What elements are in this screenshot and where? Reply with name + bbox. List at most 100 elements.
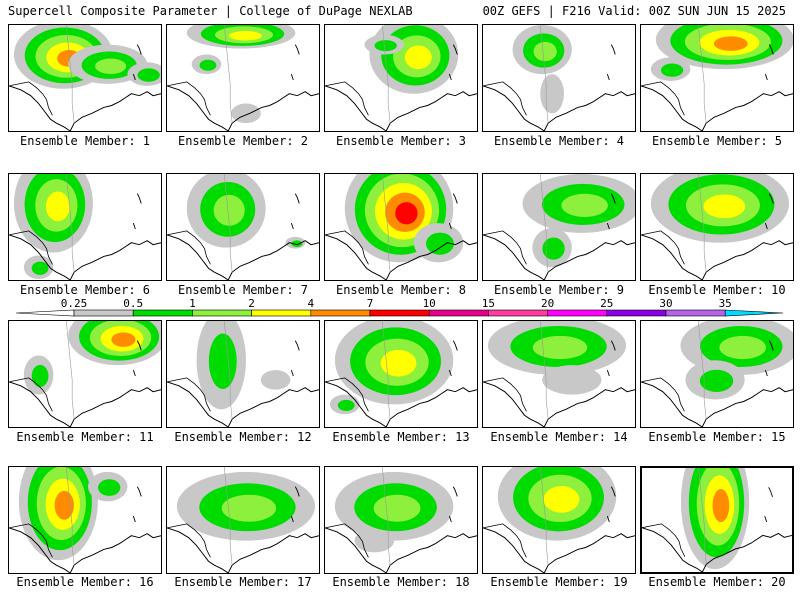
coastline (325, 85, 477, 131)
state-line (764, 193, 774, 230)
ensemble-member-caption: Ensemble Member: 13 (332, 430, 470, 444)
mexico-border (483, 377, 527, 412)
state-line (132, 486, 142, 523)
state-line (697, 25, 707, 124)
scp-contour-fill (380, 349, 417, 377)
ensemble-member-caption: Ensemble Member: 2 (177, 134, 309, 148)
state-line (65, 174, 75, 273)
coastline (641, 381, 793, 427)
state-line (290, 193, 300, 230)
ensemble-member-map-16 (8, 466, 162, 574)
scp-contour-fill (713, 36, 748, 51)
colorbar-tick-label: 2 (248, 297, 255, 310)
scp-contour-fill (31, 261, 49, 275)
ensemble-member-map-4 (482, 24, 636, 132)
mexico-border (642, 523, 686, 557)
colorbar-segment (428, 309, 489, 317)
ensemble-member-caption: Ensemble Member: 10 (648, 283, 786, 297)
ensemble-member-caption: Ensemble Member: 16 (16, 575, 154, 589)
colorbar-left-arrow (15, 309, 75, 317)
scp-contour-fill (45, 191, 70, 222)
scp-contour-fill (542, 365, 602, 395)
color-scale-bar (15, 309, 784, 317)
state-line (606, 486, 616, 523)
colorbar-tick-label: 4 (307, 297, 315, 310)
ensemble-member-caption: Ensemble Member: 15 (648, 430, 786, 444)
scp-contour-fill (95, 58, 127, 74)
scp-contour-fill (374, 40, 397, 52)
ensemble-member-caption: Ensemble Member: 14 (490, 430, 628, 444)
mexico-border (641, 230, 685, 265)
scp-contour-fill (260, 370, 291, 390)
ensemble-member-map-14 (482, 320, 636, 428)
ensemble-member-map-5 (640, 24, 794, 132)
ensemble-member-caption: Ensemble Member: 7 (177, 283, 309, 297)
state-line (764, 487, 773, 523)
ensemble-member-caption: Ensemble Member: 12 (174, 430, 312, 444)
colorbar-tick-label: 15 (481, 297, 496, 310)
state-line (697, 321, 707, 420)
scp-contour-fill (229, 31, 262, 41)
ensemble-member-caption: Ensemble Member: 4 (493, 134, 625, 148)
ensemble-member-map-2 (166, 24, 320, 132)
state-line (223, 321, 233, 420)
ensemble-member-map-1 (8, 24, 162, 132)
scp-contour-fill (31, 364, 49, 388)
state-line (606, 44, 616, 81)
coastline (9, 234, 161, 280)
state-line (764, 340, 774, 377)
coastline (325, 381, 477, 427)
ensemble-member-map-18 (324, 466, 478, 574)
state-line (132, 44, 142, 81)
state-line (290, 340, 300, 377)
ensemble-member-map-20 (640, 466, 794, 574)
scp-contour-fill (354, 528, 395, 553)
coastline (325, 527, 477, 573)
coastline (167, 527, 319, 573)
model-valid-time: 00Z GEFS | F216 Valid: 00Z SUN JUN 15 20… (482, 4, 786, 18)
state-line (697, 174, 707, 273)
colorbar-right-arrow (724, 309, 784, 317)
colorbar-segment (73, 309, 134, 317)
ensemble-member-caption: Ensemble Member: 3 (335, 134, 467, 148)
ensemble-member-caption: Ensemble Member: 20 (648, 575, 786, 589)
colorbar-tick-label: 30 (659, 297, 673, 310)
colorbar-segment (132, 309, 193, 317)
state-line (65, 321, 75, 420)
state-line (606, 340, 616, 377)
scp-contour-fill (404, 45, 432, 70)
scp-contour-fill (221, 494, 277, 522)
coastline (9, 85, 161, 131)
ensemble-member-map-7 (166, 173, 320, 281)
colorbar-segment (547, 309, 608, 317)
mexico-border (9, 81, 53, 116)
scp-contour-fill (426, 232, 454, 255)
ensemble-member-caption: Ensemble Member: 17 (174, 575, 312, 589)
mexico-border (9, 523, 53, 558)
mexico-border (483, 523, 527, 558)
mexico-border (325, 230, 369, 265)
mexico-border (483, 230, 527, 265)
mexico-border (167, 377, 211, 412)
colorbar-segment (310, 309, 371, 317)
mexico-border (483, 81, 527, 116)
state-line (65, 25, 75, 124)
colorbar-tick-label: 0.5 (123, 297, 144, 310)
ensemble-member-map-6 (8, 173, 162, 281)
scp-contour-fill (213, 194, 245, 226)
state-line (539, 321, 549, 420)
colorbar-tick-label: 0.25 (60, 297, 88, 310)
state-line (448, 193, 458, 230)
state-line (448, 486, 458, 523)
scp-contour-fill (719, 335, 766, 360)
mexico-border (641, 81, 685, 116)
state-line (381, 174, 391, 273)
colorbar-segment (488, 309, 548, 317)
scp-contour-fill (699, 369, 734, 392)
coastline (483, 85, 635, 131)
ensemble-member-map-15 (640, 320, 794, 428)
ensemble-member-caption: Ensemble Member: 19 (490, 575, 628, 589)
ensemble-member-caption: Ensemble Member: 6 (19, 283, 151, 297)
ensemble-member-map-8 (324, 173, 478, 281)
